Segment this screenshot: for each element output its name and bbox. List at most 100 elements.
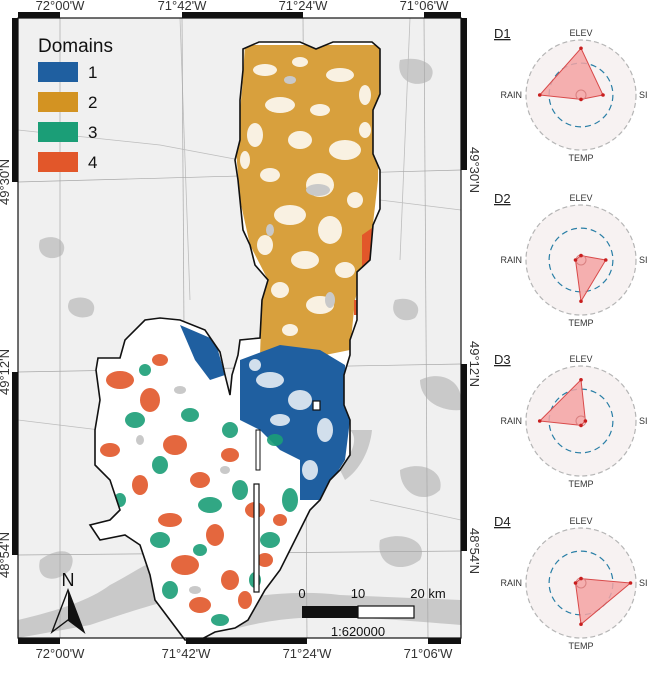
- scale-bar: 0 10 20 km 1:620000: [298, 586, 445, 639]
- radar-point-temp: [579, 423, 583, 428]
- radar-title: D1: [494, 26, 511, 41]
- coord-right-1: 49°12'N: [467, 341, 482, 387]
- radar-axis-label-elev: ELEV: [569, 516, 592, 526]
- legend-swatch-4: [38, 152, 78, 172]
- corridor-1: [253, 483, 260, 593]
- coord-bottom-1: 71°42'W: [162, 646, 212, 661]
- lake-east-4: [393, 298, 419, 321]
- coord-left-2: 48°54'N: [0, 532, 12, 578]
- river-left: [18, 555, 172, 638]
- radar-d1: D1 ELEV SI TEMP RAIN: [494, 26, 648, 163]
- radar-axis-label-elev: ELEV: [569, 193, 592, 203]
- coord-top-1: 71°42'W: [158, 0, 208, 13]
- scale-tick-10: 10: [351, 586, 365, 601]
- coord-top-0: 72°00'W: [36, 0, 86, 13]
- coords-top: 72°00'W 71°42'W 71°24'W 71°06'W: [36, 0, 450, 13]
- radar-axis-label-si: SI: [639, 416, 648, 426]
- scale-tick-0: 0: [298, 586, 305, 601]
- coord-top-2: 71°24'W: [279, 0, 329, 13]
- radar-axis-label-elev: ELEV: [569, 354, 592, 364]
- frame-ticks: [12, 12, 467, 644]
- admin-boundaries: [18, 18, 461, 521]
- radar-point-temp: [579, 622, 583, 627]
- domain-patches: [99, 45, 380, 626]
- radar-axis-label-rain: RAIN: [500, 416, 522, 426]
- legend-label-4: 4: [88, 153, 97, 172]
- coord-left-0: 49°30'N: [0, 159, 12, 205]
- map-frame: Domains 1 2 3 4 N 0 10 20 km 1:620000: [0, 0, 482, 661]
- radar-point-si: [601, 93, 605, 97]
- radar-d2: D2 ELEV SI TEMP RAIN: [494, 191, 648, 328]
- legend: Domains 1 2 3 4: [38, 36, 113, 172]
- radar-axis-label-rain: RAIN: [500, 255, 522, 265]
- coord-top-3: 71°06'W: [400, 0, 450, 13]
- radar-point-elev: [579, 253, 583, 258]
- radar-point-temp: [579, 97, 583, 102]
- radar-axis-label-temp: TEMP: [568, 479, 593, 489]
- radar-axis-label-rain: RAIN: [500, 578, 522, 588]
- radar-d3: D3 ELEV SI TEMP RAIN: [494, 352, 648, 489]
- scale-segment-black: [302, 606, 358, 618]
- domain-2-area: [236, 45, 380, 360]
- legend-swatch-2: [38, 92, 78, 112]
- legend-title: Domains: [38, 36, 113, 57]
- coords-right: 49°30'N 49°12'N 48°54'N: [467, 147, 482, 574]
- legend-label-1: 1: [88, 63, 97, 82]
- coord-bottom-3: 71°06'W: [404, 646, 454, 661]
- coord-right-0: 49°30'N: [467, 147, 482, 193]
- radar-axis-label-si: SI: [639, 578, 648, 588]
- radar-point-elev: [579, 377, 583, 382]
- legend-swatch-1: [38, 62, 78, 82]
- radar-point-rain: [573, 581, 578, 585]
- scale-ratio: 1:620000: [331, 624, 385, 639]
- legend-swatch-3: [38, 122, 78, 142]
- radar-point-si: [603, 258, 608, 262]
- coord-bottom-2: 71°24'W: [283, 646, 333, 661]
- legend-label-3: 3: [88, 123, 97, 142]
- lake-southwest: [39, 551, 73, 579]
- north-grey-water: [266, 76, 335, 308]
- scale-segment-white: [357, 605, 415, 619]
- coords-bottom: 72°00'W 71°42'W 71°24'W 71°06'W: [36, 646, 454, 661]
- radar-point-elev: [579, 46, 583, 51]
- domain-1-texture: [249, 359, 333, 480]
- radar-title: D4: [494, 514, 511, 529]
- coord-left-1: 49°12'N: [0, 349, 12, 395]
- radar-title: D2: [494, 191, 511, 206]
- coord-bottom-0: 72°00'W: [36, 646, 86, 661]
- north-arrow: N: [50, 570, 86, 635]
- lake-west-2: [68, 297, 95, 318]
- radar-panels: D1 ELEV SI TEMP RAIN D2 ELEV SI TEMP RAIN D3 ELEV SI…: [494, 26, 648, 651]
- radar-title: D3: [494, 352, 511, 367]
- lake-east-1: [400, 466, 441, 498]
- radar-point-elev: [579, 576, 583, 581]
- radar-d4: D4 ELEV SI TEMP RAIN: [494, 514, 648, 651]
- coord-right-2: 48°54'N: [467, 528, 482, 574]
- legend-label-2: 2: [88, 93, 97, 112]
- lake-west: [39, 237, 65, 259]
- river-right: [340, 430, 372, 480]
- radar-axis-label-si: SI: [639, 90, 648, 100]
- southwest-grey-water: [136, 386, 230, 594]
- north-label: N: [62, 570, 75, 590]
- radar-axis-label-temp: TEMP: [568, 153, 593, 163]
- enclave: [312, 400, 321, 411]
- radar-point-temp: [579, 299, 583, 304]
- domain-3-area: [114, 364, 298, 626]
- radar-point-rain: [537, 93, 542, 97]
- radar-axis-label-si: SI: [639, 255, 648, 265]
- radar-point-rain: [537, 419, 542, 423]
- radar-axis-label-temp: TEMP: [568, 318, 593, 328]
- lake-east-3: [420, 376, 461, 411]
- radar-point-si: [628, 581, 633, 585]
- radar-axis-label-rain: RAIN: [500, 90, 522, 100]
- radar-axis-label-elev: ELEV: [569, 28, 592, 38]
- coords-left: 49°30'N 49°12'N 48°54'N: [0, 159, 12, 578]
- domain-4-area: [99, 354, 287, 613]
- radar-point-si: [583, 419, 588, 423]
- corridor-2: [255, 429, 261, 471]
- radar-axis-label-temp: TEMP: [568, 641, 593, 651]
- scale-tick-20: 20 km: [410, 586, 445, 601]
- radar-point-rain: [573, 258, 578, 262]
